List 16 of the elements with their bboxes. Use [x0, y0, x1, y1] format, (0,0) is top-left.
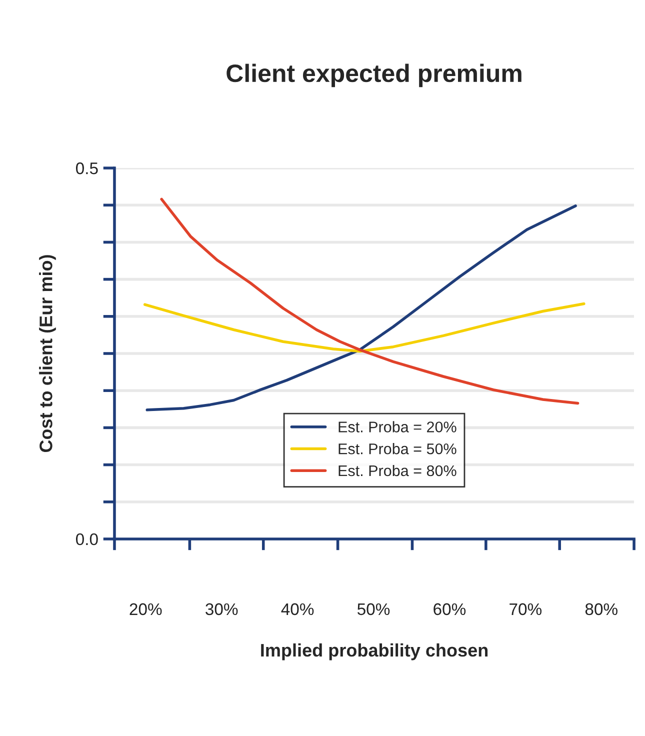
y-axis-title: Cost to client (Eur mio) [39, 255, 56, 452]
x-tick-label: 30% [206, 603, 238, 616]
x-tick-label: 40% [281, 603, 314, 616]
line-series [143, 302, 586, 353]
x-tick-label: 70% [510, 603, 542, 616]
x-axis-title: Implied probability chosen [261, 643, 488, 660]
legend-label: Est. Proba = 80% [338, 464, 456, 476]
x-tick-label: 60% [434, 603, 466, 616]
legend-label: Est. Proba = 50% [338, 443, 456, 454]
chart-title: Client expected premium [226, 64, 522, 88]
y-tick-label: 0.5 [76, 162, 98, 174]
y-tick-label: 0.0 [76, 533, 98, 546]
x-tick-label: 50% [357, 603, 390, 616]
legend-label: Est. Proba = 20% [338, 421, 456, 432]
x-tick-label: 20% [130, 603, 162, 616]
x-tick-label: 80% [585, 603, 618, 616]
